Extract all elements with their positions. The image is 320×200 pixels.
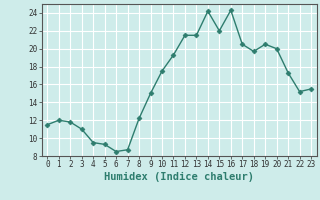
X-axis label: Humidex (Indice chaleur): Humidex (Indice chaleur): [104, 172, 254, 182]
